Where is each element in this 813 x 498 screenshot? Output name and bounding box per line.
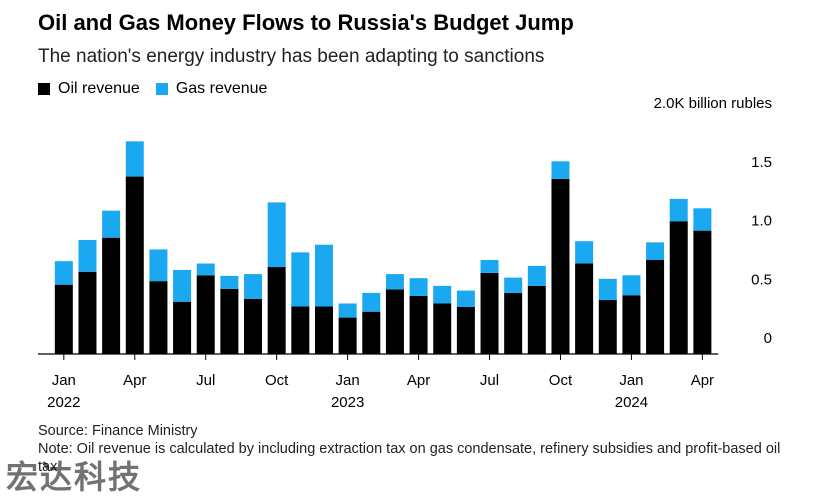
oil-revenue-bar [102, 237, 121, 354]
gas-revenue-bar [291, 252, 310, 307]
gas-revenue-bar [480, 260, 499, 273]
x-tick-year-label: 2023 [331, 394, 364, 411]
y-tick-label: 0 [764, 330, 772, 347]
chart-title: Oil and Gas Money Flows to Russia's Budg… [38, 10, 574, 35]
gas-revenue-bar [527, 265, 546, 286]
gas-revenue-bar [598, 278, 617, 300]
gas-revenue-bar [338, 303, 357, 318]
oil-revenue-bar [693, 230, 712, 354]
x-tick-label: Jan [52, 372, 76, 389]
oil-revenue-bar [125, 176, 144, 354]
legend-label-gas: Gas revenue [175, 80, 268, 97]
gas-revenue-bar [504, 277, 523, 293]
bar-chart: Jan 2022 Apr Jul Oct Jan 2023 Apr Jul Oct Jan 2024 A… [38, 95, 772, 411]
gas-revenue-bar [575, 241, 594, 264]
oil-revenue-bar [220, 288, 239, 354]
oil-revenue-bar [54, 284, 73, 354]
gas-revenue-bar [385, 274, 404, 290]
y-tick-label: 2.0K billion rubles [654, 95, 772, 112]
y-tick-label: 0.5 [751, 271, 772, 288]
oil-revenue-bar [622, 295, 641, 354]
oil-revenue-bar [527, 285, 546, 354]
gas-revenue-bar [314, 244, 333, 307]
gas-revenue-bar [622, 275, 641, 296]
y-tick-label: 1.5 [751, 154, 772, 171]
gas-revenue-bar [125, 141, 144, 177]
footnote: Note: Oil revenue is calculated by inclu… [38, 441, 781, 475]
oil-revenue-bar [575, 263, 594, 354]
oil-revenue-bar [409, 295, 428, 354]
gas-revenue-bar [646, 242, 665, 260]
chart-footer: Source: Finance Ministry Note: Oil reven… [38, 422, 798, 476]
chart-subtitle: The nation's energy industry has been ad… [38, 46, 545, 67]
oil-revenue-bar [598, 299, 617, 354]
legend-item-gas: Gas revenue [155, 80, 268, 98]
gas-revenue-bar [669, 198, 688, 222]
x-tick-label: Apr [123, 372, 146, 389]
oil-revenue-bar [173, 301, 192, 354]
gas-revenue-bar [78, 240, 97, 272]
x-tick-label: Jan [336, 372, 360, 389]
gas-revenue-bar [456, 290, 475, 307]
oil-revenue-bar [78, 271, 97, 354]
x-tick-label: Jul [196, 372, 215, 389]
gas-revenue-bar [173, 269, 192, 302]
x-tick-label: Jan [619, 372, 643, 389]
oil-revenue-bar [314, 306, 333, 354]
oil-revenue-bar [196, 275, 215, 354]
gas-revenue-bar [149, 249, 168, 282]
oil-revenue-bar [669, 221, 688, 354]
oil-revenue-bar [362, 311, 381, 354]
oil-revenue-bar [551, 178, 570, 354]
oil-revenue-bar [456, 307, 475, 354]
x-tick-label: Apr [407, 372, 430, 389]
x-tick-label: Oct [265, 372, 289, 389]
x-tick-label: Jul [480, 372, 499, 389]
oil-revenue-bar [480, 272, 499, 354]
legend: Oil revenue Gas revenue [38, 80, 283, 98]
oil-revenue-bar [504, 292, 523, 354]
gas-revenue-bar [362, 292, 381, 312]
gas-revenue-bar [267, 202, 286, 268]
gas-revenue-bar [551, 161, 570, 179]
legend-swatch-gas [155, 83, 168, 95]
gas-revenue-bar [102, 210, 121, 238]
gas-revenue-bar [54, 261, 73, 285]
oil-revenue-bar [149, 281, 168, 354]
gas-revenue-bar [244, 274, 263, 299]
legend-item-oil: Oil revenue [38, 80, 140, 98]
y-tick-label: 1.0 [751, 213, 772, 230]
x-tick-year-label: 2024 [615, 394, 648, 411]
legend-swatch-oil [38, 83, 50, 95]
gas-revenue-bar [196, 263, 215, 276]
oil-revenue-bar [267, 267, 286, 354]
gas-revenue-bar [409, 278, 428, 296]
oil-revenue-bar [338, 317, 357, 354]
oil-revenue-bar [244, 298, 263, 354]
oil-revenue-bar [433, 303, 452, 354]
oil-revenue-bar [291, 306, 310, 354]
gas-revenue-bar [220, 275, 239, 289]
legend-label-oil: Oil revenue [58, 80, 140, 97]
x-tick-label: Apr [691, 372, 714, 389]
watermark-logo: 宏达科技 [6, 458, 143, 496]
oil-revenue-bar [385, 289, 404, 354]
oil-revenue-bar [646, 260, 665, 354]
source-note: Source: Finance Ministry [38, 423, 198, 439]
gas-revenue-bar [433, 285, 452, 304]
x-tick-year-label: 2022 [47, 394, 80, 411]
gas-revenue-bar [693, 208, 712, 231]
x-tick-label: Oct [549, 372, 573, 389]
